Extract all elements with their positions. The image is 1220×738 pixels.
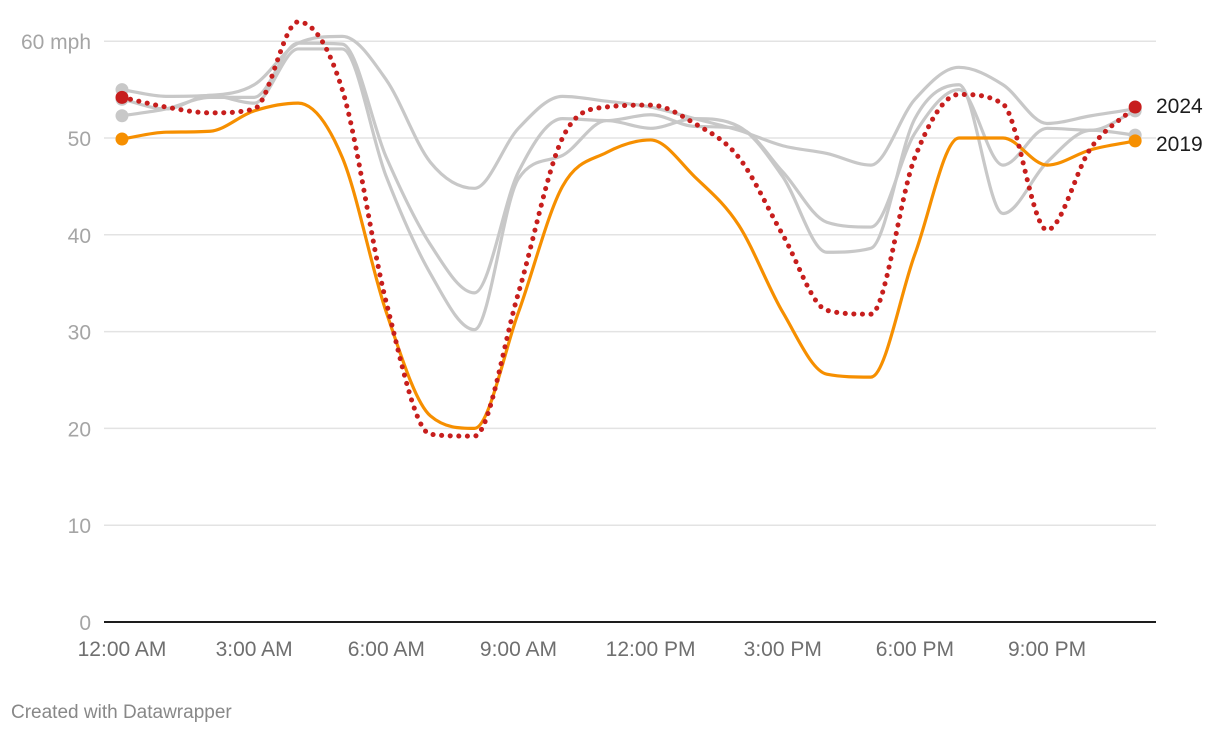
series-label-2019: 2019 [1156,133,1203,156]
x-tick-label: 3:00 PM [744,638,822,661]
series-end-dot [1128,134,1142,148]
series-start-dot [115,109,129,123]
series-end-dot [1128,100,1142,114]
series-start-dot [115,132,129,146]
series-label-2024: 2024 [1156,95,1203,118]
y-tick-label: 50 [68,128,91,151]
x-tick-label: 12:00 AM [78,638,167,661]
y-tick-label: 0 [79,612,91,635]
series-line-2024 [119,19,1138,439]
x-tick-label: 6:00 PM [876,638,954,661]
x-tick-label: 9:00 AM [480,638,557,661]
y-tick-label: 40 [68,225,91,248]
x-axis-ticks: 12:00 AM 3:00 AM 6:00 AM 9:00 AM 12:00 PM 3:0… [78,638,1087,661]
x-tick-label: 9:00 PM [1008,638,1086,661]
gridlines [104,40,1156,526]
x-tick-label: 12:00 PM [606,638,696,661]
series-line-gray-b [120,47,1137,332]
y-tick-label: 30 [68,322,91,345]
series-line-gray-c [120,41,1137,295]
y-axis-ticks: 0 10 20 30 40 50 60 mph [21,31,91,635]
series-line-2019 [120,101,1137,430]
x-tick-label: 6:00 AM [348,638,425,661]
y-tick-label: 10 [68,515,91,538]
series-start-dot [115,90,129,104]
series-labels: 2019 2024 [1156,95,1203,156]
y-tick-label: 60 mph [21,31,91,54]
datawrapper-credit[interactable]: Created with Datawrapper [11,702,232,723]
line-chart: 0 10 20 30 40 50 60 mph 12:00 AM 3:00 AM 6:00 AM… [21,19,1203,661]
y-tick-label: 20 [68,418,91,441]
series-lines [115,19,1142,439]
x-tick-label: 3:00 AM [216,638,293,661]
